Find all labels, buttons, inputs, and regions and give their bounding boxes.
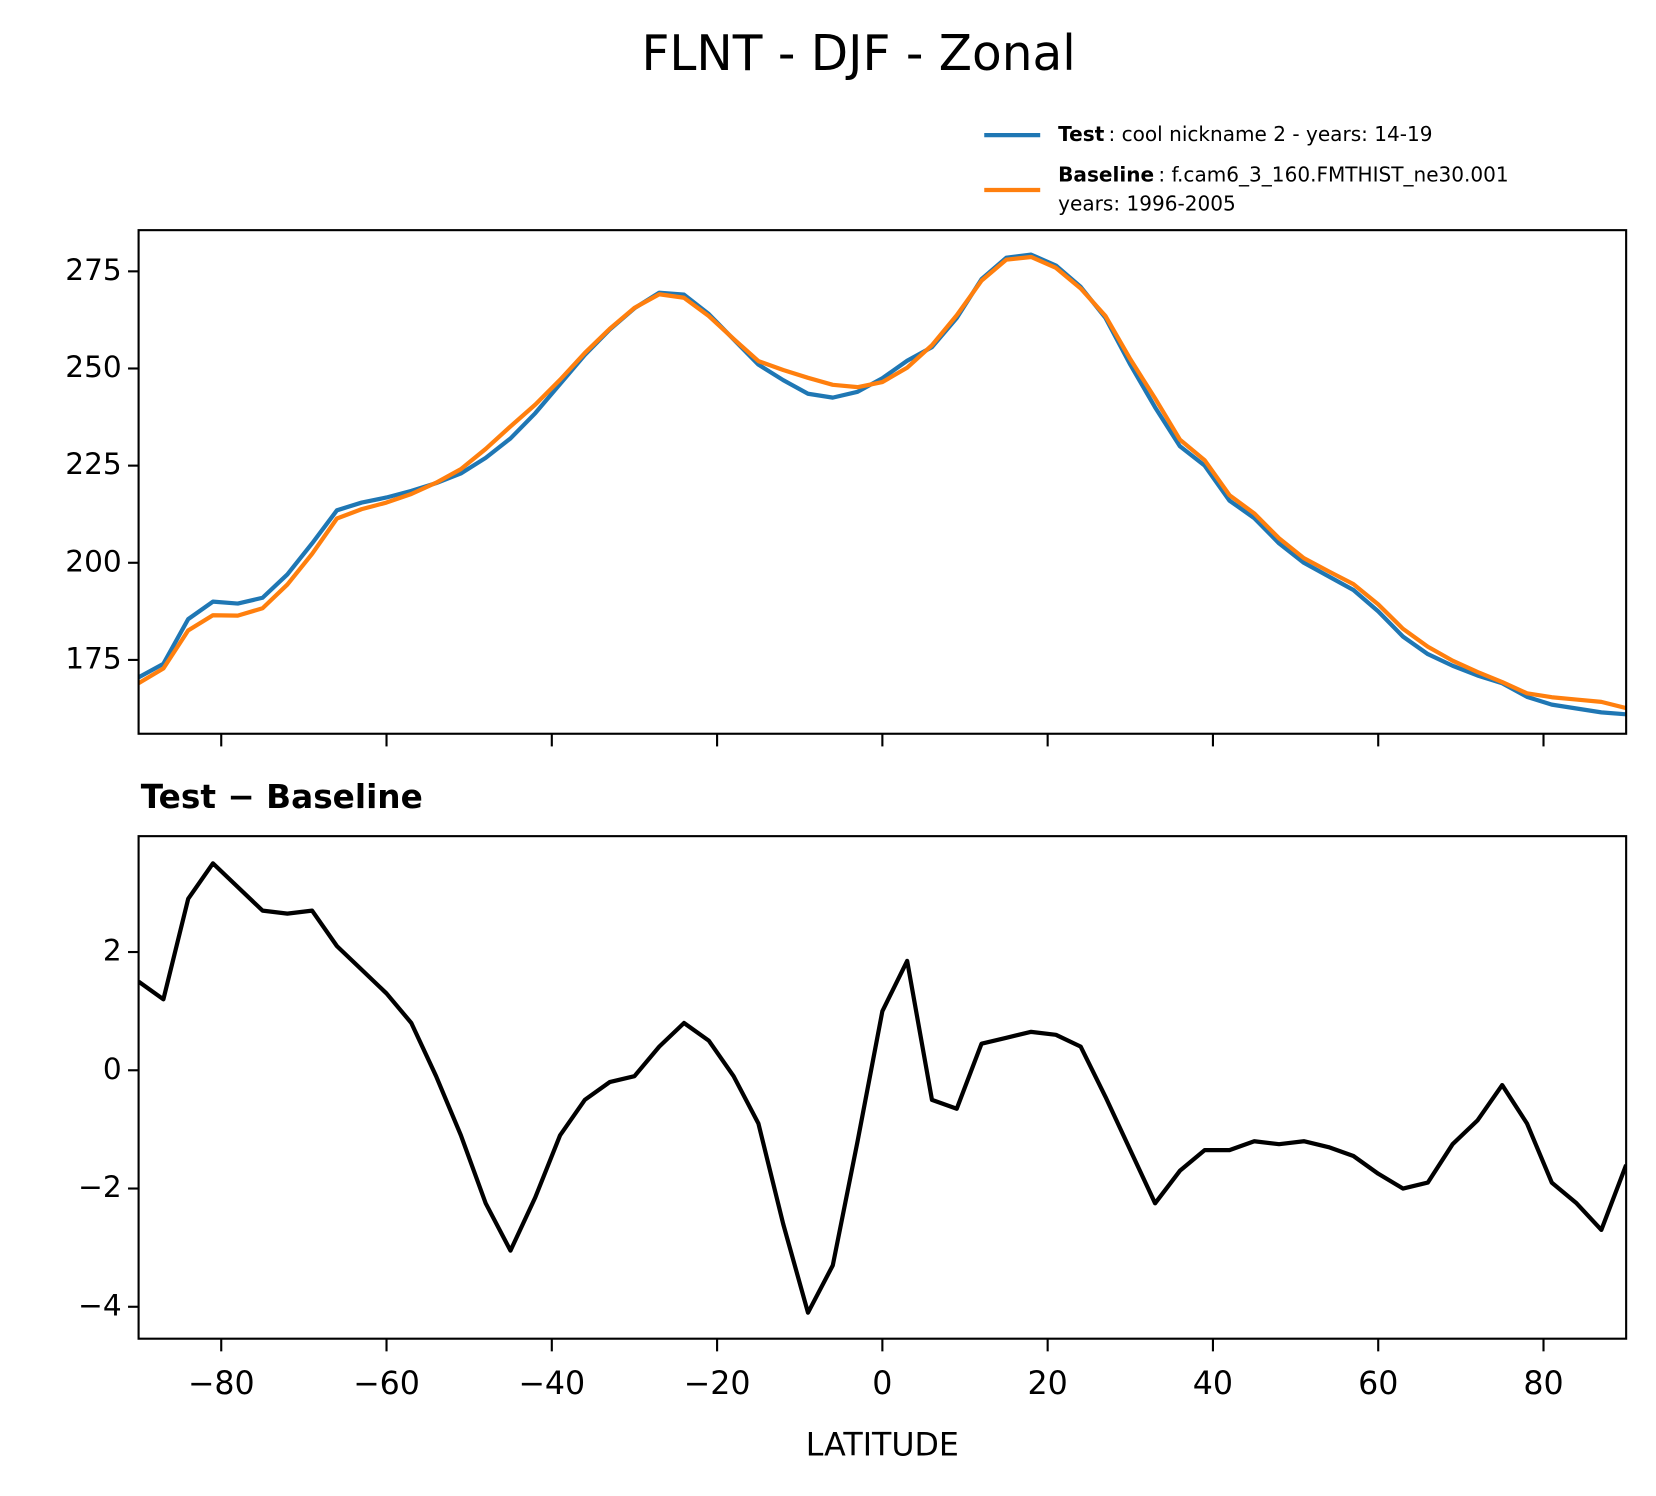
x-axis-label: LATITUDE xyxy=(806,1427,959,1463)
x-tick-label: 20 xyxy=(1028,1366,1068,1402)
legend-label: Baseline: f.cam6_3_160.FMTHIST_ne30.001 xyxy=(1058,162,1509,186)
x-tick-label: −40 xyxy=(518,1366,585,1402)
data-line xyxy=(138,252,1627,717)
y-tick-label: −2 xyxy=(78,1170,122,1204)
legend-detail: : f.cam6_3_160.FMTHIST_ne30.001 xyxy=(1158,162,1508,186)
x-tick-label: 80 xyxy=(1523,1366,1563,1402)
legend-name: Baseline xyxy=(1058,162,1154,186)
legend-detail: : cool nickname 2 - years: 14-19 xyxy=(1109,122,1433,146)
y-tick-label: 0 xyxy=(103,1052,122,1086)
x-tick-label: 0 xyxy=(872,1366,892,1402)
x-tick-label: 40 xyxy=(1193,1366,1233,1402)
y-tick-label: 225 xyxy=(65,447,121,481)
legend-detail: years: 1996-2005 xyxy=(1058,191,1236,215)
panel-title: Test − Baseline xyxy=(141,778,423,816)
plot-frame xyxy=(137,835,1628,1340)
figure-title: FLNT - DJF - Zonal xyxy=(641,26,1075,82)
y-tick-label: 275 xyxy=(65,253,121,287)
x-tick-label: −80 xyxy=(188,1366,255,1402)
x-tick-label: 60 xyxy=(1358,1366,1398,1402)
legend-label: Test: cool nickname 2 - years: 14-19 xyxy=(1058,122,1432,146)
data-line xyxy=(138,861,1627,1315)
legend-name: Test xyxy=(1058,122,1105,146)
y-tick-label: 200 xyxy=(65,544,121,578)
y-tick-label: 2 xyxy=(103,934,122,968)
y-tick-label: 250 xyxy=(65,350,121,384)
data-line xyxy=(138,254,1627,711)
x-tick-label: −60 xyxy=(353,1366,420,1402)
plot-frame xyxy=(137,229,1628,735)
x-tick-label: −20 xyxy=(684,1366,751,1402)
y-tick-label: 175 xyxy=(65,641,121,675)
y-tick-label: −4 xyxy=(78,1288,122,1322)
